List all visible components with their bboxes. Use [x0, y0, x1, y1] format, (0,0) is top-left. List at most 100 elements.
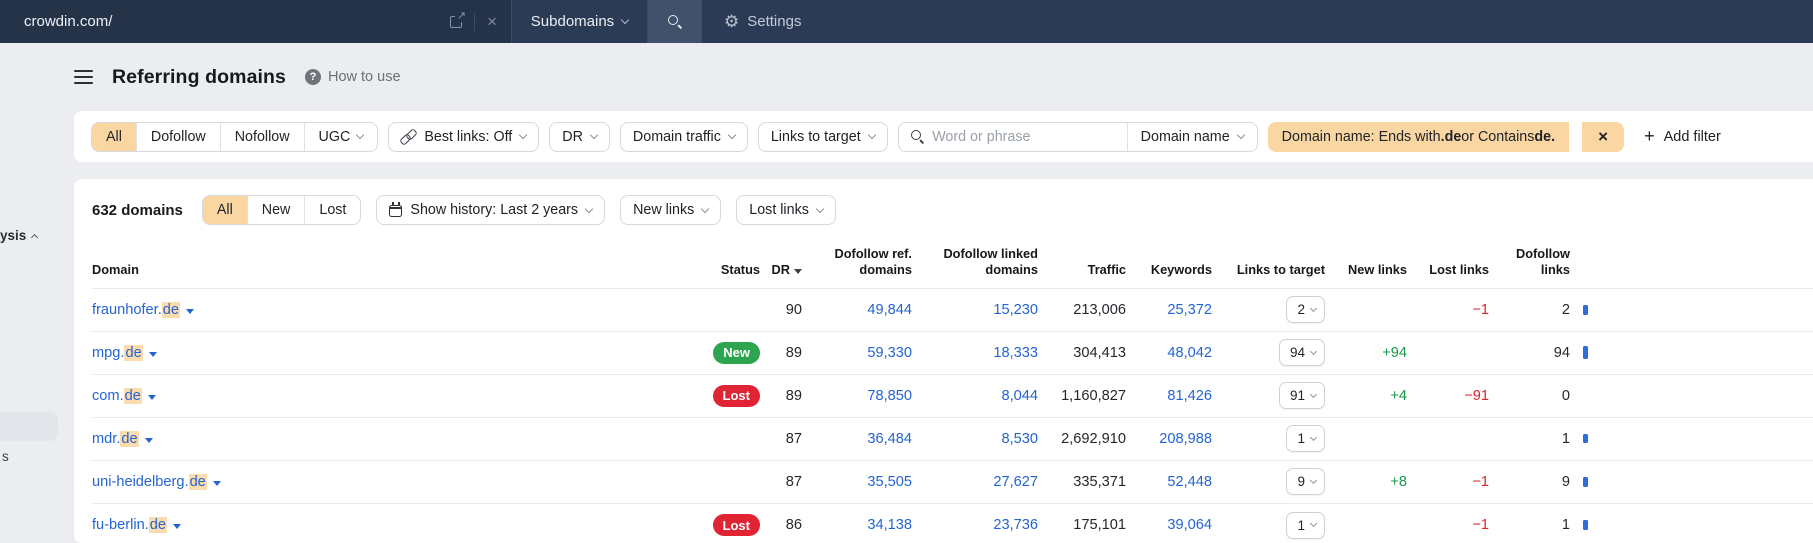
col-dofollow-links[interactable]: Dofollow links: [1515, 246, 1570, 278]
links-to-target-select[interactable]: 94: [1278, 339, 1325, 367]
chevron-down-icon: [1236, 130, 1245, 140]
col-new-links[interactable]: New links: [1347, 262, 1407, 278]
subdomains-mode-dropdown[interactable]: Subdomains: [512, 0, 648, 43]
dofollow-ref-domains-link[interactable]: 36,484: [867, 430, 912, 447]
new-links-dropdown[interactable]: New links: [620, 195, 722, 225]
col-traffic[interactable]: Traffic: [1087, 262, 1126, 278]
keywords-link[interactable]: 52,448: [1167, 473, 1212, 490]
col-domain[interactable]: Domain: [92, 262, 139, 278]
sidebar-active-item[interactable]: [0, 412, 58, 441]
dofollow-linked-domains-link[interactable]: 23,736: [993, 517, 1038, 534]
links-to-target-select[interactable]: 9: [1286, 468, 1325, 496]
col-dofollow-ref-domains[interactable]: Dofollow ref. domains: [834, 246, 913, 278]
dofollow-linked-domains-link[interactable]: 8,530: [1001, 430, 1038, 447]
domain-dropdown-caret[interactable]: [186, 308, 195, 314]
domain-link[interactable]: mdr.de: [92, 430, 139, 447]
links-to-target-select[interactable]: 1: [1286, 425, 1325, 453]
traffic-cell: 213,006: [1073, 301, 1126, 318]
settings-button[interactable]: ⚙ Settings: [724, 0, 801, 43]
best-links-filter[interactable]: Best links: Off: [388, 121, 540, 152]
chevron-down-icon: [589, 130, 599, 140]
keywords-link[interactable]: 208,988: [1159, 430, 1212, 447]
col-links-to-target[interactable]: Links to target: [1236, 262, 1325, 278]
dofollow-linked-domains-link[interactable]: 27,627: [993, 473, 1038, 490]
domain-dropdown-caret[interactable]: [144, 437, 153, 443]
dofollow-linked-domains-link[interactable]: 15,230: [993, 301, 1038, 318]
links-to-target-cell: 94: [1212, 339, 1325, 367]
col-status[interactable]: Status: [720, 262, 760, 278]
sidebar-item-fragment[interactable]: s: [2, 449, 9, 464]
open-in-new-tab-icon[interactable]: ↗: [450, 9, 467, 28]
tab-all-links[interactable]: All: [92, 122, 137, 151]
tab-status-all[interactable]: All: [202, 196, 248, 224]
table-row: uni-heidelberg.de 87 35,505 27,627 335,3…: [92, 461, 1813, 504]
keywords-link[interactable]: 39,064: [1167, 517, 1212, 534]
remove-filter-button[interactable]: ×: [1582, 121, 1625, 152]
search-button[interactable]: [648, 0, 702, 43]
dr-cell: 90: [785, 301, 802, 318]
domain-link[interactable]: fu-berlin.de: [92, 517, 168, 534]
domain-name-dropdown[interactable]: Domain name: [1126, 122, 1257, 151]
col-dofollow-linked-domains[interactable]: Dofollow linked domains: [943, 246, 1038, 278]
domain-dropdown-caret[interactable]: [212, 480, 221, 486]
chevron-down-icon: [727, 130, 737, 140]
table-header: Domain Status DR Dofollow ref. domains D…: [92, 246, 1813, 289]
chevron-down-icon: [519, 130, 528, 140]
dofollow-ref-domains-link[interactable]: 35,505: [867, 473, 912, 490]
target-url-input[interactable]: [24, 13, 439, 30]
lost-links-dropdown[interactable]: Lost links: [736, 195, 836, 225]
sidebar-section-collapsed[interactable]: ysis: [0, 228, 39, 243]
dofollow-linked-domains-link[interactable]: 18,333: [993, 344, 1038, 361]
domain-dropdown-caret[interactable]: [147, 394, 156, 400]
chevron-down-icon: [1309, 476, 1318, 484]
word-search-field[interactable]: [899, 123, 1127, 151]
domain-dropdown-caret[interactable]: [173, 524, 182, 530]
menu-icon[interactable]: [74, 69, 93, 85]
dofollow-ref-domains-link[interactable]: 78,850: [867, 387, 912, 404]
target-url-field[interactable]: ↗ ×: [0, 0, 512, 43]
col-lost-links[interactable]: Lost links: [1429, 262, 1489, 278]
dofollow-ref-domains-link[interactable]: 49,844: [867, 301, 912, 318]
keywords-link[interactable]: 48,042: [1167, 344, 1212, 361]
tab-status-lost[interactable]: Lost: [319, 202, 347, 218]
how-to-use-link[interactable]: ? How to use: [304, 69, 401, 85]
status-badge: New: [713, 341, 760, 364]
dofollow-links-cell: 0: [1561, 387, 1570, 404]
col-dr[interactable]: DR: [760, 262, 802, 278]
clear-url-icon[interactable]: ×: [487, 11, 497, 31]
show-history-dropdown[interactable]: Show history: Last 2 years: [376, 195, 606, 225]
domain-link[interactable]: fraunhofer.de: [92, 301, 181, 318]
add-filter-button[interactable]: + Add filter: [1644, 126, 1721, 146]
dofollow-linked-domains-link[interactable]: 8,044: [1001, 387, 1038, 404]
how-to-use-label: How to use: [327, 69, 401, 85]
dofollow-ref-domains-link[interactable]: 59,330: [867, 344, 912, 361]
active-filter-chip[interactable]: Domain name: Ends with .de or Contains d…: [1267, 121, 1570, 152]
word-search-input[interactable]: [932, 128, 1115, 145]
domain-dropdown-caret[interactable]: [148, 351, 157, 357]
tab-status-new[interactable]: New: [248, 196, 306, 224]
col-keywords[interactable]: Keywords: [1150, 262, 1212, 278]
table-row: mdr.de 87 36,484 8,530 2,692,910 208,988…: [92, 418, 1813, 461]
history-sparkline: [1570, 302, 1813, 318]
chevron-down-icon: [1309, 347, 1318, 355]
chevron-down-icon: [356, 130, 365, 140]
dofollow-ref-domains-link[interactable]: 34,138: [867, 517, 912, 534]
sparkline-bar: [1583, 346, 1588, 360]
links-to-target-select[interactable]: 1: [1286, 511, 1325, 539]
keywords-link[interactable]: 81,426: [1167, 387, 1212, 404]
domain-link[interactable]: mpg.de: [92, 344, 143, 361]
table-row: fraunhofer.de 90 49,844 15,230 213,006 2…: [92, 289, 1813, 332]
tab-nofollow[interactable]: Nofollow: [221, 122, 305, 151]
links-to-target-filter[interactable]: Links to target: [757, 121, 888, 152]
links-to-target-select[interactable]: 91: [1278, 382, 1325, 410]
links-to-target-select[interactable]: 2: [1286, 296, 1325, 324]
search-icon: [668, 14, 682, 29]
keywords-link[interactable]: 25,372: [1167, 301, 1212, 318]
status-badge: Lost: [712, 384, 760, 407]
tab-ugc[interactable]: UGC: [305, 123, 378, 151]
tab-dofollow[interactable]: Dofollow: [137, 122, 221, 151]
domain-link[interactable]: com.de: [92, 387, 142, 404]
dr-filter[interactable]: DR: [549, 121, 610, 152]
domain-traffic-filter[interactable]: Domain traffic: [619, 121, 748, 152]
domain-link[interactable]: uni-heidelberg.de: [92, 473, 207, 490]
